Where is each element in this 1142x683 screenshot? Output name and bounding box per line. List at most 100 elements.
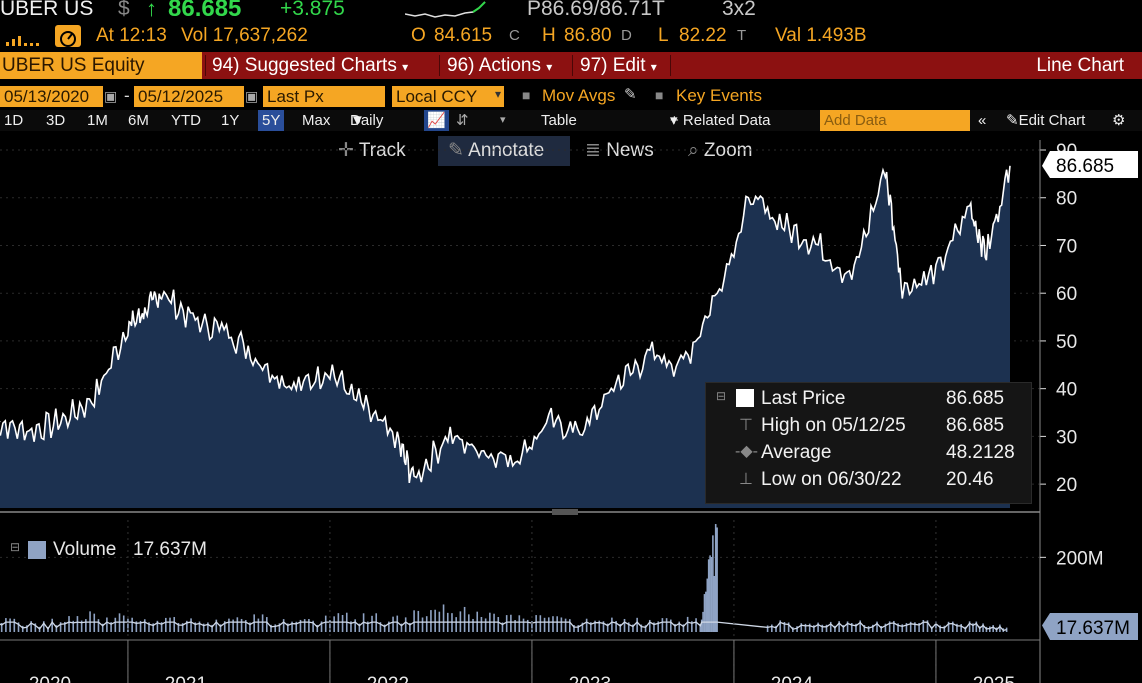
table-button[interactable]: Table	[541, 112, 577, 129]
price-axis: 2030405060708090	[1039, 140, 1077, 683]
high-label: H	[542, 25, 556, 46]
stats-line: At 12:13 Vol 17,637,262 O 84.615 C H 86.…	[0, 24, 1142, 50]
volume-axis: 200M	[1040, 548, 1104, 569]
checkbox-icon[interactable]: ■	[522, 87, 531, 103]
checkbox-icon[interactable]: ■	[655, 87, 664, 103]
dropdown-caret-icon: ▾	[402, 60, 409, 74]
sparkline-icon	[405, 1, 486, 18]
edit-chart-button[interactable]: ✎ Edit Chart	[1006, 112, 1086, 129]
calendar-icon[interactable]: ▣	[245, 88, 259, 104]
date-range-dash: -	[124, 86, 130, 105]
collapse-chevrons-icon[interactable]: «	[978, 112, 987, 129]
mov-avgs-toggle[interactable]: Mov Avgs	[542, 86, 616, 105]
x-year-label: 2023	[569, 674, 611, 683]
range-3d[interactable]: 3D	[46, 112, 66, 129]
range-ytd[interactable]: YTD	[171, 112, 201, 129]
x-year-label: 2020	[29, 674, 71, 683]
low-source: T	[737, 27, 747, 44]
x-year-label: 2021	[165, 674, 207, 683]
timeframe-bar: 1D 3D 1M 6M YTD 1Y 5Y Max Daily ▼ 📈 ⇵ ▾ …	[0, 110, 1142, 131]
legend-last-price-value: 86.685	[946, 388, 1005, 409]
price-legend: ⊟ Last Price 86.685 ⊤ High on 05/12/25 8…	[705, 382, 1032, 504]
end-date-input[interactable]: 05/12/2025	[134, 86, 244, 107]
signal-bars-icon	[6, 36, 39, 46]
speedometer-icon[interactable]	[55, 25, 81, 47]
volume-swatch	[28, 541, 46, 559]
range-6m[interactable]: 6M	[128, 112, 149, 129]
divider	[670, 55, 671, 76]
volume-legend-value: 17.637M	[133, 539, 207, 560]
range-1y[interactable]: 1Y	[221, 112, 240, 129]
frequency-select[interactable]: Daily ▼	[350, 112, 384, 129]
zoom-button[interactable]: ⌕ Zoom	[688, 136, 783, 166]
open-value: 84.615	[434, 25, 493, 46]
suggested-charts-menu[interactable]: 94) Suggested Charts ▾	[212, 52, 408, 79]
ticker-line: UBER US $ ↑ 86.685 +3.875 P86.69/86.71T …	[0, 0, 1142, 24]
bid-ask: P86.69/86.71T	[527, 0, 665, 20]
up-arrow-icon: ↑	[146, 0, 157, 21]
x-year-label: 2024	[771, 674, 814, 683]
price-field-select[interactable]: Last Px	[263, 86, 385, 107]
time-axis: 2020 2021 2022 2023 2024 2025	[0, 520, 1040, 683]
function-bar: UBER US Equity 94) Suggested Charts ▾ 96…	[0, 52, 1142, 79]
annotate-label: Annotate	[468, 140, 545, 161]
start-date-input[interactable]: 05/13/2020	[0, 86, 103, 107]
collapse-icon[interactable]: ⊟	[10, 540, 21, 554]
value-traded: Val 1.493B	[775, 25, 867, 46]
line-chart-icon[interactable]: 📈	[424, 110, 449, 131]
bar-style-icon[interactable]: ⇵	[456, 112, 469, 129]
volume-tick-label: 200M	[1056, 548, 1104, 569]
edit-label: 97) Edit	[580, 55, 646, 76]
x-year-label: 2022	[367, 674, 409, 683]
collapse-icon[interactable]: ⊟	[716, 389, 727, 403]
crosshair-icon: ✛	[338, 140, 354, 161]
dropdown-caret-icon: ▾	[546, 60, 553, 74]
low-label: L	[658, 25, 669, 46]
high-source: D	[621, 27, 632, 44]
open-label: O	[411, 25, 426, 46]
chart-type-label: Line Chart	[1036, 55, 1124, 76]
low-marker-icon: ⊥	[739, 471, 753, 488]
range-1m[interactable]: 1M	[87, 112, 108, 129]
edit-menu[interactable]: 97) Edit ▾	[580, 52, 657, 79]
news-icon: ≣	[585, 140, 601, 161]
related-data-label: + Related Data	[670, 112, 771, 129]
news-label: News	[606, 140, 654, 161]
suggested-charts-label: 94) Suggested Charts	[212, 55, 397, 76]
news-button[interactable]: ≣ News	[585, 136, 675, 166]
panel-resize-handle[interactable]	[552, 509, 578, 515]
y-tick-label: 20	[1056, 475, 1077, 496]
calendar-icon[interactable]: ▣	[104, 88, 118, 104]
dropdown-caret-icon: ▾	[495, 87, 502, 101]
net-change: +3.875	[280, 0, 345, 20]
currency-symbol: $	[118, 0, 130, 20]
track-button[interactable]: ✛ Track	[338, 136, 433, 166]
currency-select[interactable]: Local CCY	[392, 86, 504, 107]
last-trade-time: At 12:13	[96, 25, 167, 46]
add-data-input[interactable]: Add Data	[820, 110, 970, 131]
key-events-toggle[interactable]: Key Events	[676, 86, 762, 105]
ticker-symbol[interactable]: UBER US	[0, 0, 94, 20]
range-5y-active[interactable]: 5Y	[258, 110, 285, 131]
open-source: C	[509, 27, 520, 44]
track-label: Track	[358, 140, 406, 161]
security-field[interactable]: UBER US Equity	[0, 52, 202, 79]
day-volume: Vol 17,637,262	[181, 25, 308, 46]
range-max[interactable]: Max	[302, 112, 331, 129]
gear-icon[interactable]: ⚙	[1112, 112, 1126, 129]
legend-high-label: High on 05/12/25	[761, 415, 906, 436]
legend-low-value: 20.46	[946, 469, 994, 490]
bid-ask-size: 3x2	[722, 0, 756, 20]
divider	[205, 55, 206, 76]
legend-low-label: Low on 06/30/22	[761, 469, 902, 490]
actions-menu[interactable]: 96) Actions ▾	[447, 52, 552, 79]
last-price: 86.685	[168, 0, 242, 22]
legend-average-label: Average	[761, 442, 832, 463]
pencil-icon: ✎	[448, 140, 464, 161]
range-1d[interactable]: 1D	[4, 112, 24, 129]
divider	[572, 55, 573, 76]
related-data-menu[interactable]: + Related Data ▾	[670, 112, 771, 129]
dropdown-caret-icon[interactable]: ▾	[500, 114, 506, 126]
pencil-icon[interactable]: ✎	[624, 86, 637, 103]
annotate-button[interactable]: ✎ Annotate	[438, 136, 570, 166]
